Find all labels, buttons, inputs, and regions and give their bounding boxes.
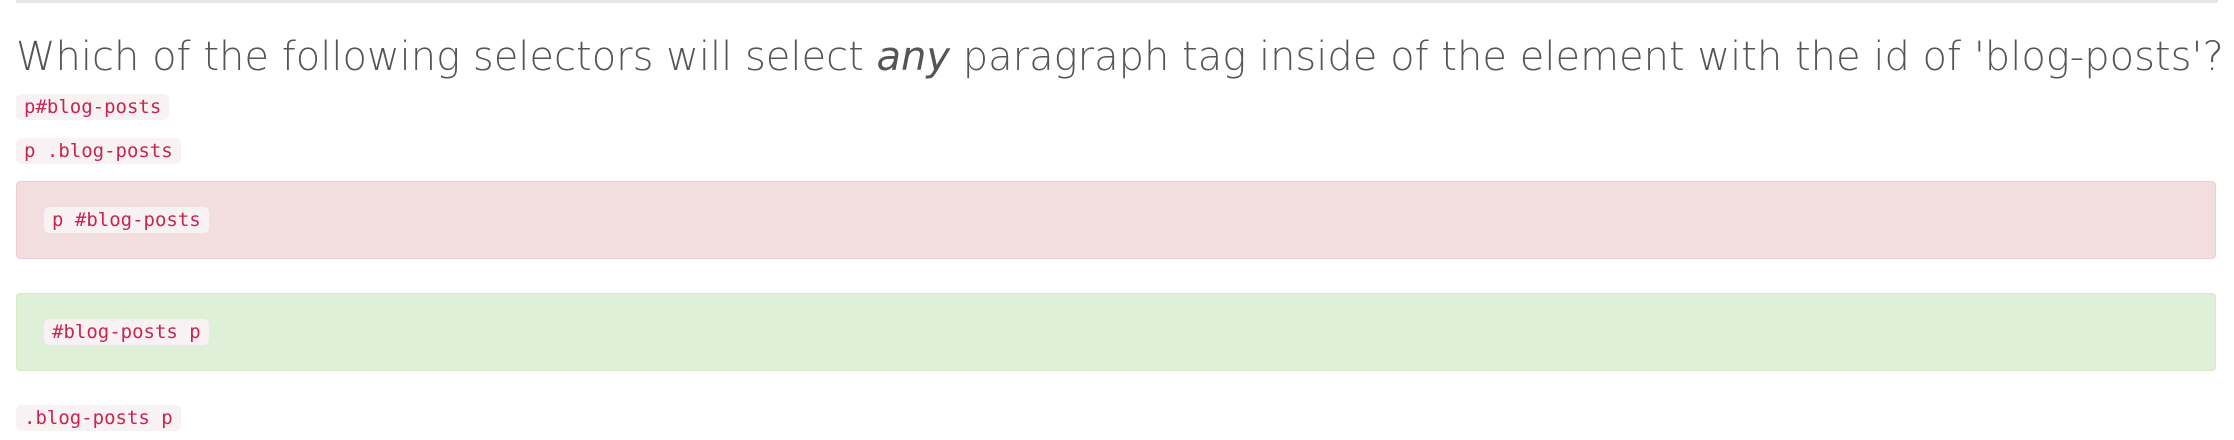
answer-code: p #blog-posts — [44, 207, 209, 233]
question-text: Which of the following selectors will se… — [16, 28, 2224, 86]
answer-code: p#blog-posts — [16, 94, 170, 120]
question-text-start: Which of the following selectors will se… — [16, 34, 877, 80]
question-emphasis: any — [876, 34, 951, 80]
top-divider — [16, 0, 2218, 3]
answer-option-2[interactable]: p .blog-posts — [16, 138, 181, 164]
question-text-end: paragraph tag inside of the element with… — [950, 34, 2224, 80]
answer-code: #blog-posts p — [44, 319, 209, 345]
answer-option-4-correct[interactable]: #blog-posts p — [16, 293, 2216, 371]
answer-option-5[interactable]: .blog-posts p — [16, 405, 181, 431]
answer-code: p .blog-posts — [16, 138, 181, 164]
answer-option-3-incorrect[interactable]: p #blog-posts — [16, 181, 2216, 259]
answer-option-1[interactable]: p#blog-posts — [16, 94, 170, 120]
answer-code: .blog-posts p — [16, 405, 181, 431]
